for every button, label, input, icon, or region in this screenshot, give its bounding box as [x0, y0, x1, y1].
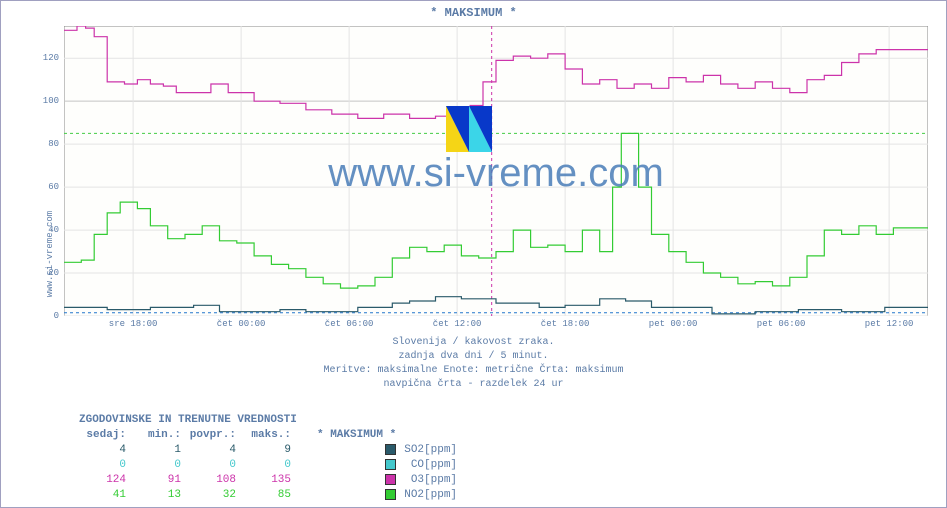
stats-cell: 91: [134, 473, 189, 488]
plot-area: [64, 26, 928, 316]
stats-col-header: * MAKSIMUM *: [299, 428, 404, 443]
y-tick: 120: [43, 53, 59, 63]
stats-col-header: povpr.:: [189, 428, 244, 443]
y-tick: 100: [43, 96, 59, 106]
stats-cell: 1: [134, 443, 189, 458]
legend-swatch: [385, 459, 396, 470]
watermark-logo: [446, 106, 492, 152]
stats-cell: 13: [134, 488, 189, 503]
y-tick: 80: [48, 139, 59, 149]
x-tick: pet 06:00: [757, 319, 806, 329]
stats-header: ZGODOVINSKE IN TRENUTNE VREDNOSTI: [79, 413, 465, 428]
legend-label: SO2[ppm]: [404, 443, 465, 458]
chart-svg: [64, 26, 928, 316]
subtitle-line: zadnja dva dni / 5 minut.: [1, 350, 946, 364]
stats-cell: 0: [244, 458, 299, 473]
stats-cell: 41: [79, 488, 134, 503]
legend-swatch-cell: [299, 473, 404, 488]
stats-cell: 85: [244, 488, 299, 503]
legend-swatch: [385, 444, 396, 455]
stats-cell: 32: [189, 488, 244, 503]
stats-table: sedaj:min.:povpr.:maks.:* MAKSIMUM *4149…: [79, 428, 465, 503]
x-tick: čet 12:00: [433, 319, 482, 329]
stats-col-header: maks.:: [244, 428, 299, 443]
stats-cell: 0: [79, 458, 134, 473]
y-tick: 20: [48, 268, 59, 278]
stats-col-header: min.:: [134, 428, 189, 443]
subtitle-line: Slovenija / kakovost zraka.: [1, 336, 946, 350]
x-tick: sre 18:00: [109, 319, 158, 329]
stats-cell: 4: [189, 443, 244, 458]
legend-label: O3[ppm]: [404, 473, 465, 488]
subtitle-block: Slovenija / kakovost zraka. zadnja dva d…: [1, 336, 946, 392]
stats-row: 4149SO2[ppm]: [79, 443, 465, 458]
legend-swatch-cell: [299, 443, 404, 458]
subtitle-line: navpična črta - razdelek 24 ur: [1, 378, 946, 392]
y-tick: 0: [54, 311, 59, 321]
stats-cell: 124: [79, 473, 134, 488]
subtitle-line: Meritve: maksimalne Enote: metrične Črta…: [1, 364, 946, 378]
x-tick: čet 06:00: [325, 319, 374, 329]
y-tick: 40: [48, 225, 59, 235]
stats-cell: 9: [244, 443, 299, 458]
stats-cell: 0: [189, 458, 244, 473]
stats-cell: 4: [79, 443, 134, 458]
stats-cell: 135: [244, 473, 299, 488]
chart-title: * MAKSIMUM *: [1, 6, 946, 20]
stats-col-header: sedaj:: [79, 428, 134, 443]
stats-row: 0000CO[ppm]: [79, 458, 465, 473]
y-tick: 60: [48, 182, 59, 192]
x-tick: čet 00:00: [217, 319, 266, 329]
stats-block: ZGODOVINSKE IN TRENUTNE VREDNOSTI sedaj:…: [79, 413, 465, 503]
legend-label: CO[ppm]: [404, 458, 465, 473]
x-tick-labels: sre 18:00 čet 00:00 čet 06:00 čet 12:00 čet …: [64, 319, 928, 331]
stats-cell: 108: [189, 473, 244, 488]
legend-swatch: [385, 489, 396, 500]
stats-cell: 0: [134, 458, 189, 473]
stats-row: 41133285 NO2[ppm]: [79, 488, 465, 503]
legend-swatch-cell: [299, 458, 404, 473]
x-tick: pet 00:00: [649, 319, 698, 329]
y-tick-labels: 020406080100120: [1, 26, 59, 316]
x-tick: pet 12:00: [865, 319, 914, 329]
legend-swatch: [385, 474, 396, 485]
stats-row: 12491108135 O3[ppm]: [79, 473, 465, 488]
legend-label: NO2[ppm]: [404, 488, 465, 503]
x-tick: čet 18:00: [541, 319, 590, 329]
legend-swatch-cell: [299, 488, 404, 503]
